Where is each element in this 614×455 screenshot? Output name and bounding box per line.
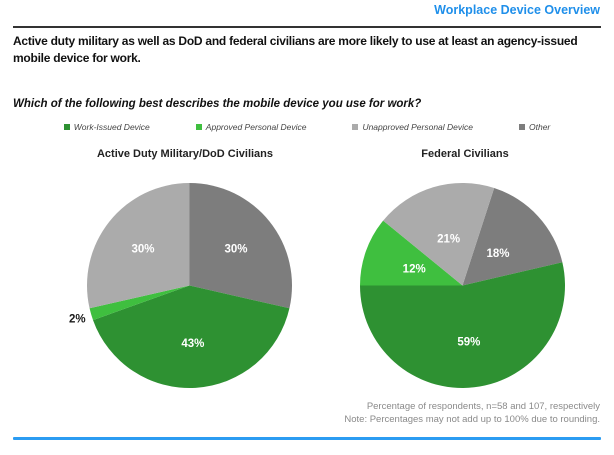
pie-slice-value-label: 18% <box>486 248 509 260</box>
legend-item-approved-personal-device: Approved Personal Device <box>195 122 307 132</box>
top-divider <box>13 26 601 28</box>
pie-slice-value-label: 21% <box>437 233 460 245</box>
legend-swatch-icon <box>352 124 359 130</box>
pie-slice-value-label: 59% <box>457 337 480 349</box>
legend-label: Work-Issued Device <box>73 122 150 132</box>
footnote-line-2: Note: Percentages may not add up to 100%… <box>344 414 600 425</box>
footnote-line-1: Percentage of respondents, n=58 and 107,… <box>366 401 600 412</box>
pie-slice-value-label: 30% <box>224 243 247 255</box>
legend-item-work-issued-device: Work-Issued Device <box>63 122 150 132</box>
pie-slice-other <box>462 188 563 286</box>
page-title: Workplace Device Overview <box>434 3 600 17</box>
headline: Active duty military as well as DoD and … <box>13 34 578 65</box>
pie-slice-approved-personal-device <box>360 220 463 286</box>
pie-chart-federal: 18% 59% 12% 21% <box>360 183 565 388</box>
pie-slice-unapproved-personal-device <box>383 183 495 286</box>
chart-title-federal: Federal Civilians <box>421 148 509 160</box>
chart-legend: Work-Issued Device Approved Personal Devi… <box>0 122 614 132</box>
pie-slice-unapproved-personal-device <box>86 183 190 309</box>
survey-question: Which of the following best describes th… <box>13 98 422 110</box>
legend-swatch-icon <box>195 124 202 130</box>
legend-label: Approved Personal Device <box>205 122 307 132</box>
chart-title-military: Active Duty Military/DoD Civilians <box>96 148 274 160</box>
pie-slice-value-label: 2% <box>69 313 86 325</box>
pie-chart-military: 30% 43% 2% 30% <box>69 183 293 388</box>
legend-swatch-icon <box>63 124 70 130</box>
legend-label: Unapproved Personal Device <box>362 122 473 132</box>
legend-swatch-icon <box>519 124 525 130</box>
legend-label: Other <box>529 122 551 132</box>
footnote: Percentage of respondents, n=58 and 107,… <box>344 400 600 426</box>
pie-slice-work-issued-device <box>360 262 565 388</box>
pie-slice-value-label: 43% <box>181 338 204 350</box>
pie-slice-approved-personal-device <box>89 285 190 321</box>
pie-slice-value-label: 12% <box>403 263 426 275</box>
legend-item-other: Other <box>519 122 550 132</box>
bottom-divider <box>13 437 601 440</box>
pie-slice-other <box>189 183 293 309</box>
legend-item-unapproved-personal-device: Unapproved Personal Device <box>352 122 473 132</box>
pie-slice-work-issued-device <box>93 285 290 388</box>
pie-slice-value-label: 30% <box>131 243 154 255</box>
